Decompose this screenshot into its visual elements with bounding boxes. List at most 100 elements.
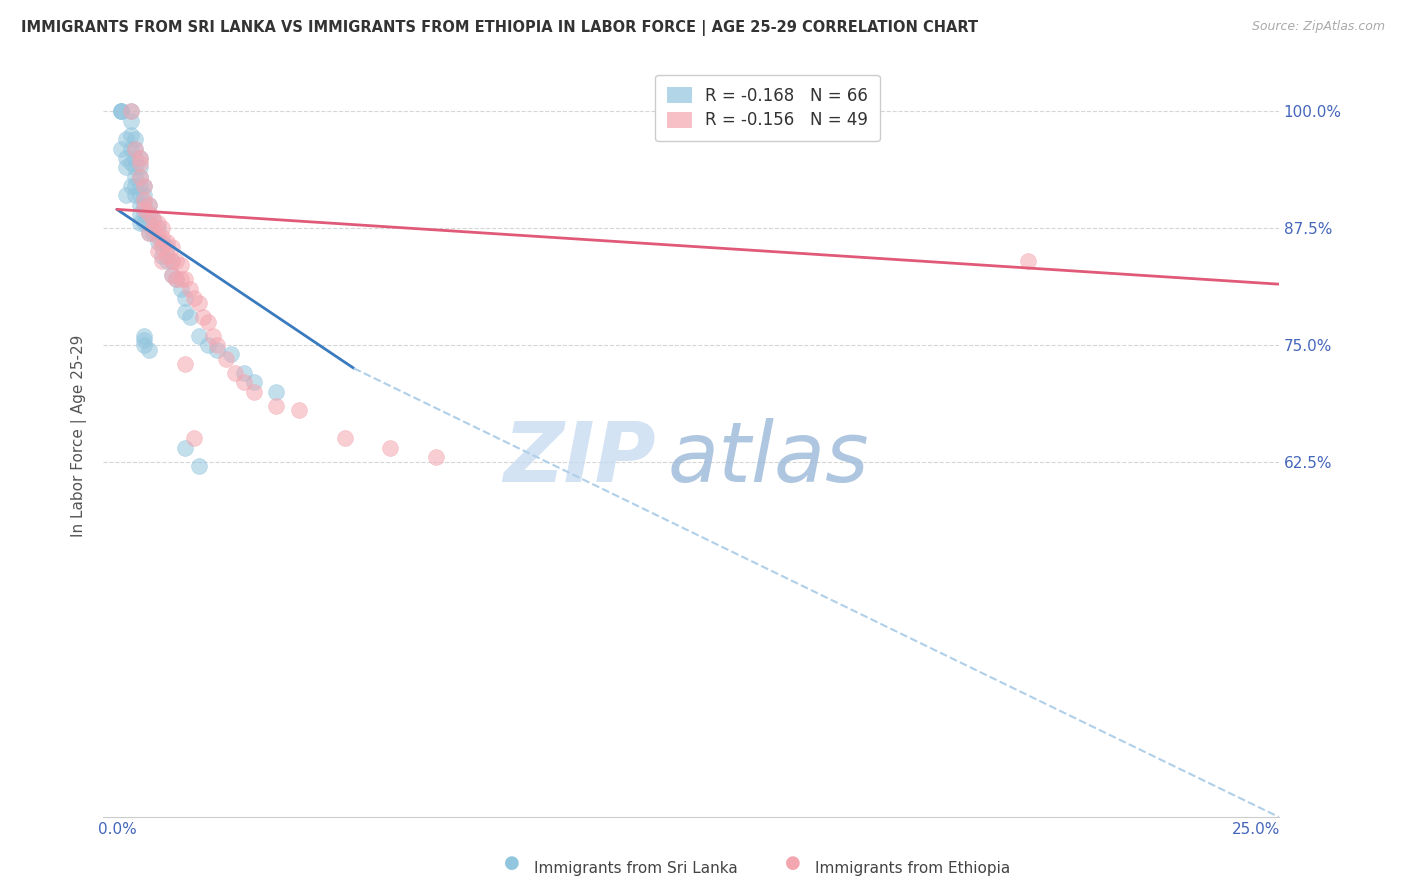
Point xyxy=(152,253,174,268)
Point xyxy=(110,104,132,119)
Point xyxy=(138,197,160,211)
Point xyxy=(174,441,197,455)
Point xyxy=(146,216,169,230)
Point xyxy=(128,188,150,202)
Point xyxy=(152,230,174,244)
Point xyxy=(128,197,150,211)
Point xyxy=(138,216,160,230)
Point xyxy=(152,235,174,249)
Point xyxy=(174,291,197,305)
Point xyxy=(174,357,197,371)
Point xyxy=(160,253,183,268)
Point xyxy=(115,161,138,175)
Point xyxy=(170,282,193,296)
Point xyxy=(333,431,356,445)
Point xyxy=(152,249,174,263)
Point xyxy=(425,450,447,464)
Point xyxy=(183,431,205,445)
Point xyxy=(124,151,146,165)
Y-axis label: In Labor Force | Age 25-29: In Labor Force | Age 25-29 xyxy=(72,334,87,537)
Point xyxy=(288,403,311,417)
Text: atlas: atlas xyxy=(668,418,869,500)
Point xyxy=(128,155,150,169)
Point xyxy=(110,104,132,119)
Point xyxy=(128,151,150,165)
Point xyxy=(380,441,402,455)
Point xyxy=(128,169,150,184)
Point xyxy=(160,240,183,254)
Point xyxy=(124,169,146,184)
Point xyxy=(152,221,174,235)
Point xyxy=(120,104,142,119)
Point xyxy=(120,179,142,194)
Point xyxy=(160,268,183,282)
Point xyxy=(134,328,156,343)
Text: Immigrants from Sri Lanka: Immigrants from Sri Lanka xyxy=(534,861,738,876)
Point xyxy=(134,338,156,352)
Point xyxy=(179,310,201,324)
Point xyxy=(120,155,142,169)
Point xyxy=(134,202,156,217)
Point xyxy=(156,240,179,254)
Point xyxy=(197,338,219,352)
Point xyxy=(165,253,187,268)
Text: ZIP: ZIP xyxy=(503,418,655,500)
Point xyxy=(134,188,156,202)
Point xyxy=(160,253,183,268)
Point xyxy=(120,104,142,119)
Point xyxy=(266,399,288,413)
Point xyxy=(115,132,138,146)
Point xyxy=(165,272,187,286)
Point xyxy=(128,216,150,230)
Point xyxy=(142,221,165,235)
Point xyxy=(142,211,165,226)
Point xyxy=(128,179,150,194)
Point xyxy=(138,207,160,221)
Point xyxy=(138,343,160,357)
Point xyxy=(128,207,150,221)
Point xyxy=(156,235,179,249)
Point xyxy=(146,230,169,244)
Point xyxy=(146,221,169,235)
Point xyxy=(233,376,256,390)
Point xyxy=(134,179,156,194)
Point xyxy=(134,216,156,230)
Point xyxy=(187,328,209,343)
Point xyxy=(170,272,193,286)
Point xyxy=(183,291,205,305)
Point xyxy=(174,272,197,286)
Point xyxy=(134,193,156,207)
Point xyxy=(138,226,160,240)
Text: Immigrants from Ethiopia: Immigrants from Ethiopia xyxy=(815,861,1011,876)
Point xyxy=(160,268,183,282)
Point xyxy=(146,244,169,259)
Point xyxy=(120,142,142,156)
Point xyxy=(138,207,160,221)
Point xyxy=(115,188,138,202)
Point xyxy=(128,169,150,184)
Point xyxy=(142,211,165,226)
Point xyxy=(115,151,138,165)
Point xyxy=(138,226,160,240)
Point xyxy=(156,253,179,268)
Point xyxy=(124,142,146,156)
Point xyxy=(224,366,246,380)
Text: Source: ZipAtlas.com: Source: ZipAtlas.com xyxy=(1251,20,1385,33)
Point xyxy=(170,259,193,273)
Point xyxy=(138,197,160,211)
Point xyxy=(134,179,156,194)
Point xyxy=(205,338,228,352)
Point xyxy=(110,142,132,156)
Point xyxy=(266,384,288,399)
Point xyxy=(110,104,132,119)
Point xyxy=(242,384,264,399)
Point xyxy=(201,328,224,343)
Point xyxy=(134,197,156,211)
Point xyxy=(134,333,156,347)
Point xyxy=(124,188,146,202)
Point xyxy=(124,161,146,175)
Point xyxy=(197,314,219,328)
Point xyxy=(179,282,201,296)
Point xyxy=(146,235,169,249)
Point xyxy=(187,459,209,474)
